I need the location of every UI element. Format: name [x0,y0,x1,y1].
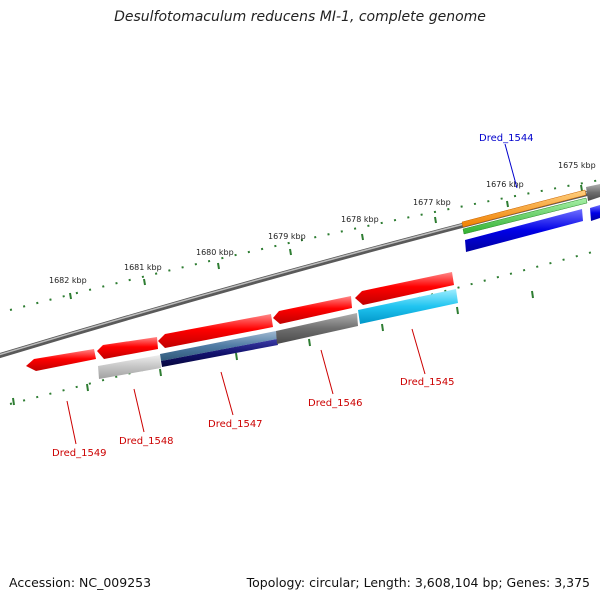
feature-right-edge-dark [586,184,600,201]
feature-block-navy[interactable] [161,339,278,367]
scale-label: 1681 kbp [124,263,162,272]
gene-dred-1544-green-band[interactable] [462,197,588,235]
gene-dred-1544-orange-band[interactable] [461,189,587,228]
gene-label-dred-1549[interactable]: Dred_1549 [52,448,107,459]
leader-dred-1544 [504,143,518,189]
gene-arrow-dred-1547[interactable] [158,314,273,348]
scale-labels: 1682 kbp 1681 kbp 1680 kbp 1679 kbp 1678… [49,161,596,285]
feature-block-cyan[interactable] [358,289,458,324]
gene-arrow-dred-1545[interactable] [355,272,454,305]
feature-block-steel-blue[interactable] [160,331,277,361]
lower-feature-track [98,289,458,379]
feature-right-edge-blue [590,205,600,221]
gene-arrow-dred-1546[interactable] [273,296,352,324]
scale-label: 1677 kbp [413,198,451,207]
gene-label-dred-1547[interactable]: Dred_1547 [208,419,263,430]
gene-label-dred-1548[interactable]: Dred_1548 [119,436,174,447]
leader-lines [66,143,518,445]
leader-dred-1545 [411,328,426,375]
scale-label: 1682 kbp [49,276,87,285]
gene-arrow-dred-1548[interactable] [97,337,158,359]
inner-major-ticks [12,290,534,406]
outer-major-ticks [69,184,583,300]
scale-label: 1679 kbp [268,232,306,241]
gene-label-dred-1546[interactable]: Dred_1546 [308,398,363,409]
gene-dred-1544-blue-arrow[interactable] [465,209,583,252]
gene-arrow-dred-1549[interactable] [26,349,96,371]
leader-dred-1547 [220,371,234,416]
outer-tick-ring [9,179,600,311]
leader-dred-1548 [133,388,145,433]
gene-labels: Dred_1544 Dred_1545 Dred_1546 Dred_1547 … [52,133,534,459]
map-title: Desulfotomaculum reducens MI-1, complete… [114,9,486,25]
scale-label: 1680 kbp [196,248,234,257]
accession-text: Accession: NC_009253 [9,575,152,590]
feature-block-dark-grey[interactable] [276,313,358,344]
red-gene-arrows [26,272,454,371]
scale-label: 1678 kbp [341,215,379,224]
scale-label: 1675 kbp [558,161,596,170]
leader-dred-1549 [66,400,77,445]
gene-label-dred-1544[interactable]: Dred_1544 [479,133,534,144]
scale-label: 1676 kbp [486,180,524,189]
forward-strand-features [461,184,600,252]
topology-text: Topology: circular; Length: 3,608,104 bp… [246,575,590,590]
leader-dred-1546 [320,349,334,395]
feature-block-light-grey[interactable] [98,355,161,379]
gene-label-dred-1545[interactable]: Dred_1545 [400,377,455,388]
